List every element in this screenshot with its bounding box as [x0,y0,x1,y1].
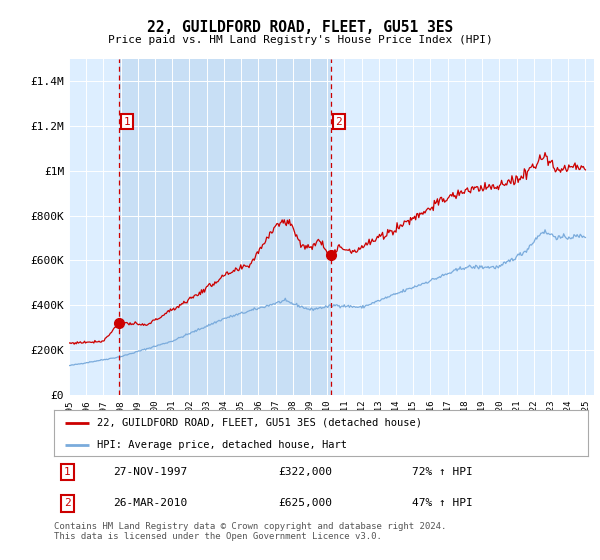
Text: 27-NOV-1997: 27-NOV-1997 [113,467,187,477]
Text: 1: 1 [124,116,130,127]
Text: 22, GUILDFORD ROAD, FLEET, GU51 3ES (detached house): 22, GUILDFORD ROAD, FLEET, GU51 3ES (det… [97,418,422,428]
Text: 47% ↑ HPI: 47% ↑ HPI [412,498,473,508]
Text: Price paid vs. HM Land Registry's House Price Index (HPI): Price paid vs. HM Land Registry's House … [107,35,493,45]
Text: 26-MAR-2010: 26-MAR-2010 [113,498,187,508]
Text: £322,000: £322,000 [278,467,332,477]
Text: 2: 2 [64,498,71,508]
Text: 2: 2 [335,116,342,127]
Text: 1: 1 [64,467,71,477]
Bar [119,59,331,395]
Text: HPI: Average price, detached house, Hart: HPI: Average price, detached house, Hart [97,440,347,450]
Text: 72% ↑ HPI: 72% ↑ HPI [412,467,473,477]
Text: 22, GUILDFORD ROAD, FLEET, GU51 3ES: 22, GUILDFORD ROAD, FLEET, GU51 3ES [147,20,453,35]
Text: Contains HM Land Registry data © Crown copyright and database right 2024.
This d: Contains HM Land Registry data © Crown c… [54,522,446,542]
Text: £625,000: £625,000 [278,498,332,508]
